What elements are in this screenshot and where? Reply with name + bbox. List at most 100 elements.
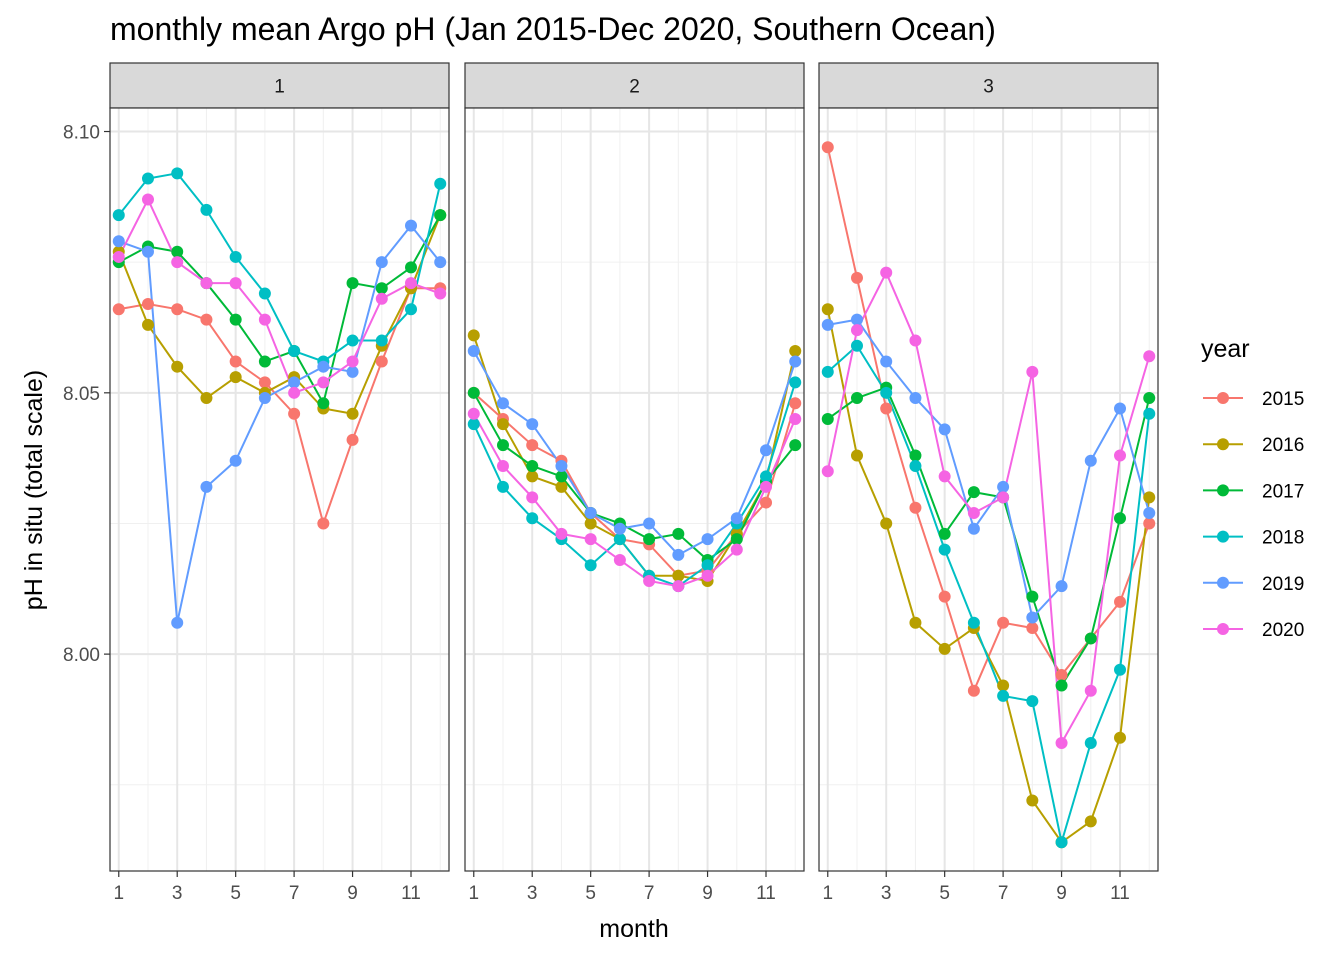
data-point-2015	[375, 355, 388, 368]
data-point-2015	[317, 517, 330, 530]
data-point-2016	[141, 318, 154, 331]
data-point-2020	[171, 256, 184, 269]
data-point-2018	[375, 334, 388, 347]
data-point-2016	[1143, 491, 1156, 504]
x-tick-label: 3	[172, 883, 183, 904]
x-tick-label: 5	[230, 883, 241, 904]
data-point-2018	[467, 418, 480, 431]
data-point-2017	[555, 470, 568, 483]
legend-key-point	[1217, 576, 1229, 589]
data-point-2019	[375, 256, 388, 269]
series-line-2019	[118, 223, 442, 623]
data-point-2020	[613, 554, 626, 567]
facet-strip-label: 3	[983, 77, 994, 98]
x-tick-label: 7	[644, 883, 655, 904]
data-point-2018	[613, 533, 626, 546]
data-point-2017	[526, 459, 539, 472]
legend-entry-label: 2020	[1262, 620, 1304, 641]
data-point-2018	[112, 209, 125, 222]
data-point-2016	[467, 329, 480, 342]
data-point-2020	[880, 266, 893, 279]
data-point-2015	[821, 141, 834, 154]
data-point-2020	[1084, 684, 1097, 697]
data-point-2018	[405, 303, 418, 316]
data-point-2015	[909, 501, 922, 514]
data-point-2018	[229, 250, 242, 263]
data-point-2015	[997, 616, 1010, 629]
y-axis: 8.00 8.05 8.10	[63, 123, 110, 666]
data-point-2019	[850, 313, 863, 326]
data-point-2016	[821, 303, 834, 316]
data-point-2017	[821, 412, 834, 425]
data-point-2019	[555, 459, 568, 472]
x-tick-label: 11	[1110, 883, 1130, 904]
x-tick-label: 9	[1056, 883, 1067, 904]
data-point-2020	[1026, 365, 1039, 378]
data-point-2020	[672, 580, 685, 593]
data-point-2020	[141, 193, 154, 206]
data-point-2017	[1143, 392, 1156, 405]
data-point-2017	[317, 397, 330, 410]
data-point-2018	[526, 512, 539, 525]
x-tick-label: 11	[401, 883, 421, 904]
facet-strip-label: 2	[629, 77, 640, 98]
data-point-2020	[909, 334, 922, 347]
data-point-2015	[760, 496, 773, 509]
data-point-2018	[1055, 836, 1068, 849]
data-point-2017	[1026, 590, 1039, 603]
data-point-2020	[346, 355, 359, 368]
data-point-2019	[967, 522, 980, 535]
data-point-2016	[346, 407, 359, 420]
data-point-2016	[789, 345, 802, 358]
legend-entry-label: 2016	[1262, 435, 1304, 456]
data-point-2015	[171, 303, 184, 316]
facet-panel-2: 2 1 3 5 7 9 11	[464, 62, 805, 904]
data-point-2018	[821, 365, 834, 378]
panel-background	[110, 108, 449, 871]
data-point-2019	[760, 444, 773, 457]
data-point-2017	[672, 527, 685, 540]
data-point-2018	[701, 559, 714, 572]
data-point-2020	[405, 277, 418, 290]
data-point-2020	[112, 250, 125, 263]
data-point-2016	[1084, 815, 1097, 828]
data-point-2019	[434, 256, 447, 269]
data-point-2017	[850, 392, 863, 405]
data-point-2018	[967, 616, 980, 629]
data-point-2017	[405, 261, 418, 274]
data-point-2018	[1026, 695, 1039, 708]
data-point-2020	[1143, 350, 1156, 363]
data-point-2017	[375, 282, 388, 295]
data-point-2015	[141, 297, 154, 310]
data-point-2020	[1055, 736, 1068, 749]
data-point-2015	[258, 376, 271, 389]
chart-title: monthly mean Argo pH (Jan 2015-Dec 2020,…	[110, 11, 996, 47]
facet-strip	[109, 62, 450, 109]
x-tick-label: 1	[468, 883, 479, 904]
panel-background	[465, 108, 804, 871]
panel-border	[109, 107, 450, 872]
data-point-2020	[997, 491, 1010, 504]
data-point-2019	[789, 355, 802, 368]
data-point-2019	[467, 345, 480, 358]
legend-key-point	[1217, 623, 1229, 635]
data-point-2020	[258, 313, 271, 326]
x-axis-title: month	[599, 915, 668, 943]
data-point-2019	[821, 318, 834, 331]
data-point-2020	[1114, 449, 1127, 462]
data-point-2017	[909, 449, 922, 462]
facet-panel-1: 11 3 5 7 9 11	[109, 62, 450, 904]
data-point-2018	[909, 459, 922, 472]
x-tick-label: 5	[939, 883, 950, 904]
legend-key-2017	[1203, 484, 1243, 497]
legend-entry-label: 2019	[1262, 574, 1304, 595]
data-point-2016	[938, 642, 951, 655]
data-point-2015	[1026, 621, 1039, 634]
data-point-2019	[880, 355, 893, 368]
data-point-2020	[375, 292, 388, 305]
data-point-2018	[200, 203, 213, 216]
data-point-2019	[1026, 611, 1039, 624]
series-line-2020	[826, 270, 1151, 747]
data-point-2020	[730, 543, 743, 556]
data-point-2018	[1084, 736, 1097, 749]
